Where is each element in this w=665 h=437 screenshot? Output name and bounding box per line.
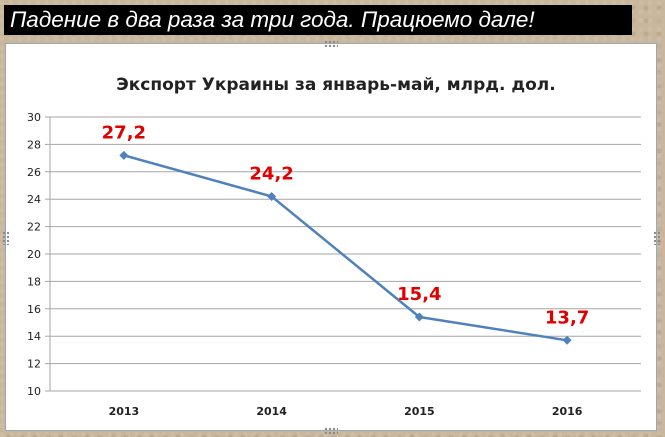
x-tick-label: 2013 xyxy=(109,405,140,418)
y-tick-label: 14 xyxy=(27,330,41,343)
y-tick-label: 18 xyxy=(27,275,41,288)
resize-handle-right[interactable] xyxy=(653,231,660,245)
y-tick-label: 24 xyxy=(27,193,41,206)
data-labels: 27,2 24,2 15,4 13,7 xyxy=(102,122,590,328)
data-label: 13,7 xyxy=(545,307,589,328)
headline-banner: Падение в два раза за три года. Працюемо… xyxy=(4,5,632,35)
series-export xyxy=(119,150,572,345)
data-label: 24,2 xyxy=(249,163,293,184)
y-tick-label: 28 xyxy=(27,138,41,151)
y-tick-label: 10 xyxy=(27,385,41,398)
y-tick-label: 20 xyxy=(27,248,41,261)
x-tick-label: 2014 xyxy=(256,405,287,418)
data-label: 27,2 xyxy=(102,122,146,143)
y-tick-label: 22 xyxy=(27,221,41,234)
y-tick-label: 12 xyxy=(27,358,41,371)
chart-frame xyxy=(2,40,660,434)
chart-title: Экспорт Украины за январь-май, млрд. дол… xyxy=(116,75,555,95)
series-line xyxy=(123,154,568,342)
resize-handle-left[interactable] xyxy=(2,231,9,245)
y-tick-label: 26 xyxy=(27,166,41,179)
y-tick-label: 30 xyxy=(27,111,41,124)
y-tick-label: 16 xyxy=(27,303,41,316)
x-tick-label: 2016 xyxy=(552,405,583,418)
data-point-marker xyxy=(414,312,424,322)
data-point-marker xyxy=(119,150,129,160)
y-tick-labels: 10 12 14 16 18 20 22 24 26 28 30 xyxy=(27,111,41,398)
resize-handle-bottom[interactable] xyxy=(324,427,338,434)
data-point-marker xyxy=(267,191,277,201)
x-tick-labels: 2013 2014 2015 2016 xyxy=(109,405,583,418)
data-label: 15,4 xyxy=(397,284,441,305)
data-point-marker xyxy=(562,335,572,345)
resize-handle-top[interactable] xyxy=(324,40,338,47)
x-tick-label: 2015 xyxy=(404,405,435,418)
